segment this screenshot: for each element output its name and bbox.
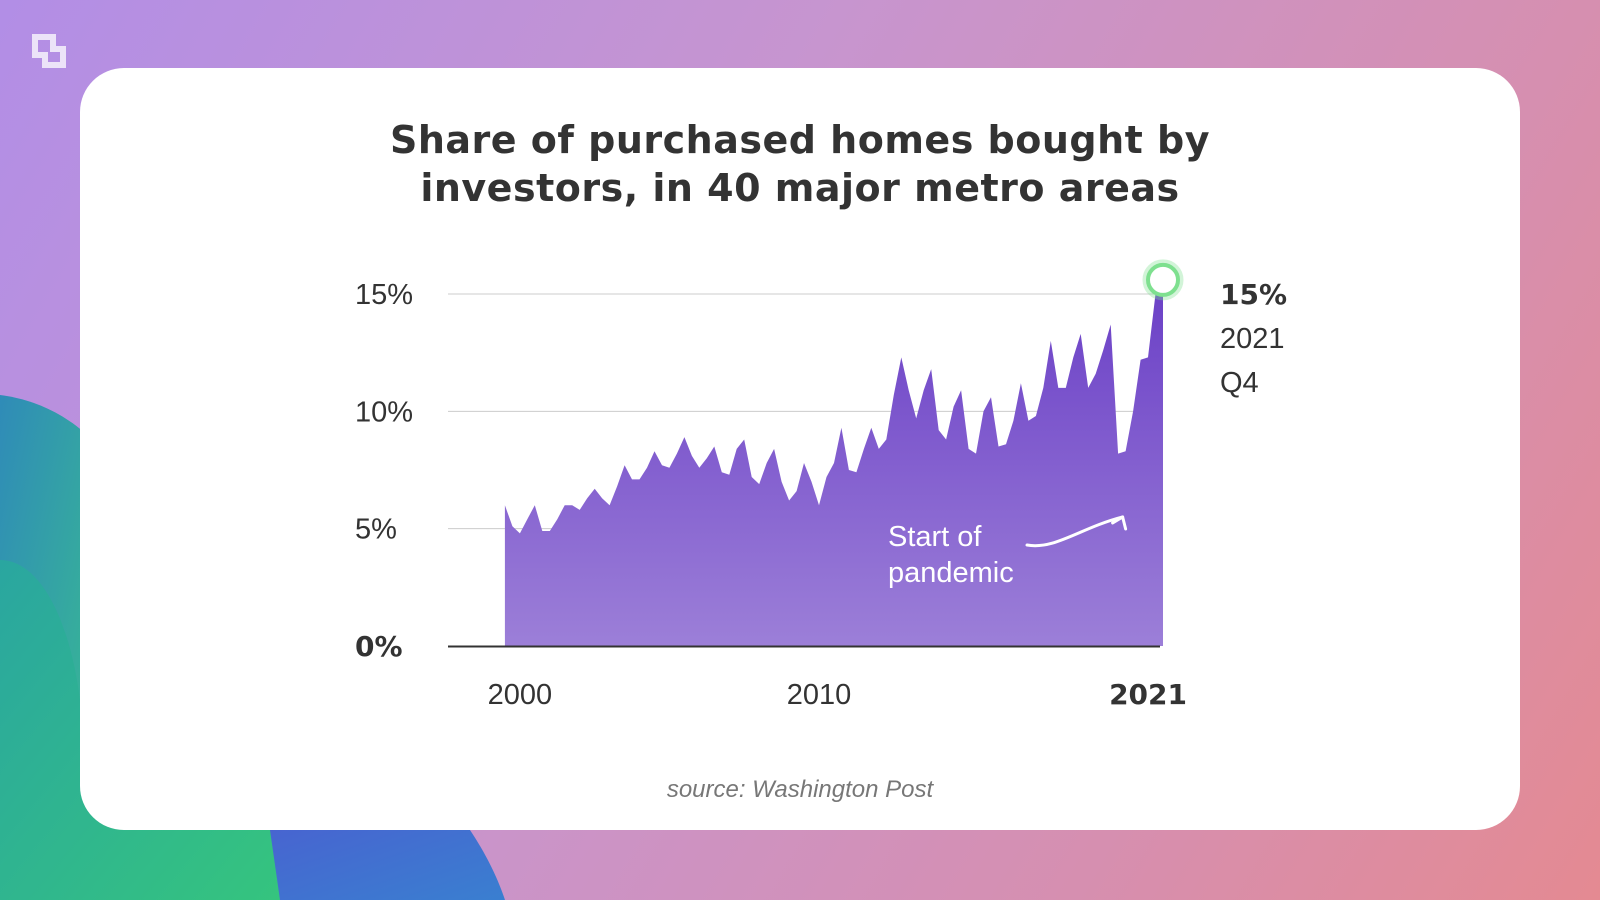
highlight-year-label: 2021 (1220, 323, 1285, 355)
highlight-ring (1146, 262, 1180, 297)
blob-blue (240, 810, 505, 900)
chart-card: Share of purchased homes bought by inves… (80, 68, 1520, 830)
area-chart: 0% 5% 10% 15% 2000 2010 2021 15% 2021 Q4 Start … (355, 259, 1287, 711)
x-tick-label-2010: 2010 (787, 679, 852, 711)
pandemic-annotation: Start of pandemic (888, 515, 1128, 589)
series-area (504, 279, 1163, 646)
annotation-arrow-head (1111, 515, 1128, 531)
annotation-arrow-shaft (1025, 515, 1125, 548)
y-axis-ticks: 0% 5% 10% 15% (355, 279, 413, 663)
brand-logo-icon (32, 34, 66, 68)
x-axis-ticks: 2000 2010 2021 (488, 678, 1187, 711)
y-tick-label-15: 15% (355, 279, 413, 311)
y-tick-label-10: 10% (355, 396, 413, 428)
x-tick-label-2000: 2000 (488, 679, 553, 711)
highlight-quarter-label: Q4 (1220, 367, 1259, 399)
annotation-text-line-1: Start of (888, 521, 982, 553)
highlight-value-label: 15% (1220, 278, 1287, 311)
latest-value-highlight: 15% 2021 Q4 (1142, 259, 1287, 399)
chart-title-line-2: investors, in 40 major metro areas (420, 166, 1180, 210)
annotation-text-line-2: pandemic (888, 557, 1014, 589)
chart-title-line-1: Share of purchased homes bought by (389, 118, 1211, 162)
source-note: source: Washington Post (666, 776, 934, 803)
y-tick-label-5: 5% (355, 514, 397, 546)
chart-title: Share of purchased homes bought by inves… (80, 116, 1520, 212)
y-tick-label-0: 0% (355, 630, 403, 663)
x-tick-label-2021: 2021 (1109, 678, 1187, 711)
